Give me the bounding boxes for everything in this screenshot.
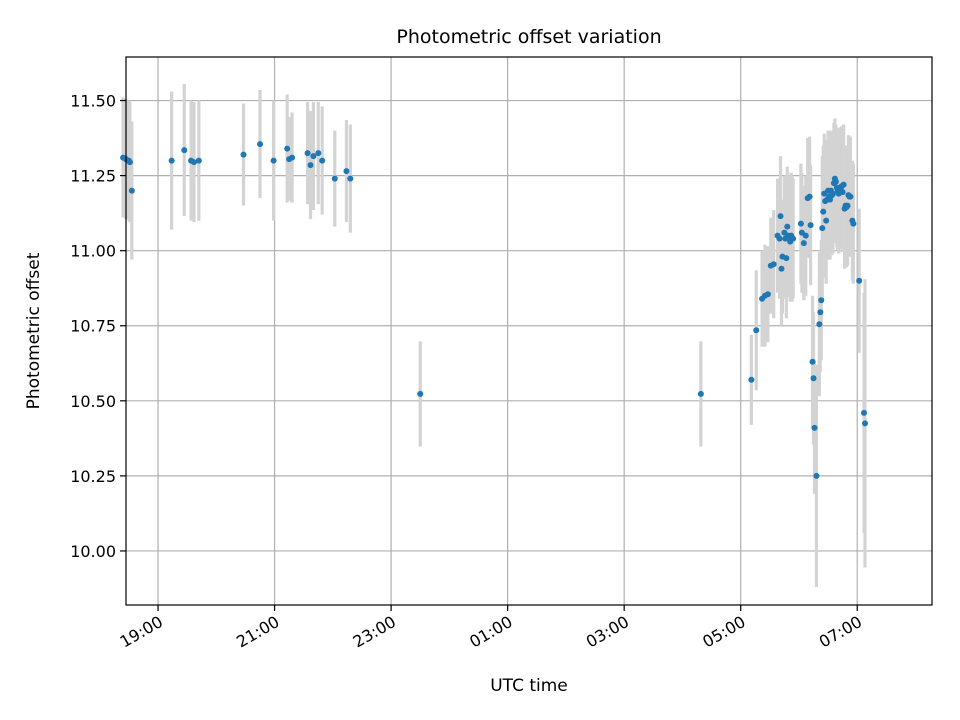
data-point <box>832 178 839 185</box>
data-point <box>240 151 247 158</box>
x-tick-label: 07:00 <box>816 612 865 652</box>
data-point <box>809 358 816 365</box>
data-point <box>840 181 847 188</box>
data-point <box>748 376 755 383</box>
data-point <box>284 145 291 152</box>
y-axis: 10.00 10.25 10.50 10.75 11.00 11.25 11.50 <box>70 92 126 561</box>
data-point <box>270 157 277 164</box>
data-point <box>802 232 809 239</box>
y-tick-label: 11.00 <box>70 242 116 261</box>
data-point <box>777 213 784 220</box>
data-point <box>776 235 783 242</box>
data-point <box>861 420 868 427</box>
data-point <box>315 150 322 157</box>
data-point <box>770 261 777 268</box>
y-tick-label: 11.50 <box>70 92 116 111</box>
error-bars <box>121 84 867 587</box>
y-axis-label: Photometric offset <box>24 252 44 409</box>
data-point <box>289 154 296 161</box>
data-point <box>818 297 825 304</box>
data-point <box>829 190 836 197</box>
data-point <box>257 141 264 148</box>
data-point <box>790 235 797 242</box>
data-point <box>861 409 868 416</box>
y-tick-label: 10.25 <box>70 467 116 486</box>
data-point <box>319 157 326 164</box>
x-tick-label: 05:00 <box>699 612 748 652</box>
data-point <box>343 168 350 175</box>
x-tick-label: 03:00 <box>583 612 632 652</box>
data-point <box>807 222 814 229</box>
data-point <box>126 159 133 166</box>
data-point <box>811 424 818 431</box>
data-point <box>819 225 826 232</box>
y-tick-label: 10.75 <box>70 317 116 336</box>
x-axis: 19:00 21:00 23:00 01:00 03:00 05:00 07:00 <box>117 605 865 652</box>
data-point <box>816 321 823 328</box>
plot-frame <box>125 56 933 606</box>
data-point <box>810 375 817 382</box>
data-point <box>778 265 785 272</box>
data-point <box>764 291 771 298</box>
data-point <box>331 175 338 182</box>
x-tick-label: 19:00 <box>117 612 166 652</box>
chart-title: Photometric offset variation <box>396 26 661 48</box>
data-point <box>168 157 175 164</box>
data-point <box>195 157 202 164</box>
x-tick-label: 01:00 <box>466 612 515 652</box>
data-point <box>128 187 135 194</box>
data-point <box>797 220 804 227</box>
y-tick-label: 10.00 <box>70 542 116 561</box>
data-point <box>784 223 791 230</box>
data-point <box>847 193 854 200</box>
data-point <box>806 193 813 200</box>
grid <box>126 57 932 605</box>
data-point <box>697 390 704 397</box>
data-point <box>839 189 846 196</box>
x-tick-label: 23:00 <box>350 612 399 652</box>
data-point <box>850 220 857 227</box>
data-point <box>820 208 827 215</box>
data-point <box>181 147 188 154</box>
data-point <box>310 153 317 160</box>
data-point <box>823 217 830 224</box>
data-point <box>190 159 197 166</box>
data-point <box>856 277 863 284</box>
data-points <box>120 141 868 479</box>
x-axis-label: UTC time <box>490 676 568 696</box>
data-point <box>304 150 311 157</box>
data-point <box>844 202 851 209</box>
y-tick-label: 10.50 <box>70 392 116 411</box>
data-point <box>813 472 820 479</box>
x-tick-label: 21:00 <box>233 612 282 652</box>
data-point <box>753 327 760 334</box>
data-point <box>827 196 834 203</box>
data-point <box>800 240 807 247</box>
data-point <box>783 255 790 262</box>
y-tick-label: 11.25 <box>70 167 116 186</box>
data-point <box>417 390 424 397</box>
data-point <box>347 175 354 182</box>
data-point <box>817 309 824 316</box>
data-point <box>307 162 314 169</box>
